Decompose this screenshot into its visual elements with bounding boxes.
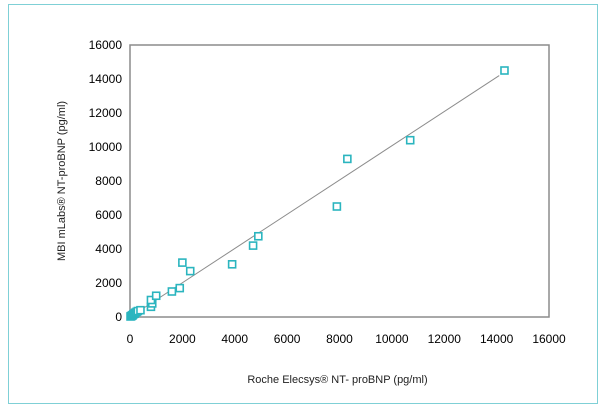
data-point-20 <box>227 260 237 269</box>
x-tick-label: 2000 <box>169 332 196 346</box>
y-axis-title: MBI mLabs® NT-proBNP (pg/ml) <box>56 101 68 261</box>
y-tick-label: 0 <box>115 310 122 324</box>
x-tick-label: 16000 <box>532 332 566 346</box>
data-point-15 <box>151 291 161 301</box>
x-axis-ticks: 0 2000 4000 6000 8000 10000 12000 14000 16000 <box>127 332 566 346</box>
data-points <box>126 66 509 321</box>
data-point-25 <box>405 135 415 145</box>
scatter-chart: 0 2000 4000 6000 8000 10000 12000 14000 16000 0 2… <box>56 38 566 386</box>
x-tick-label: 12000 <box>428 332 462 346</box>
x-axis-title: Roche Elecsys® NT- proBNP (pg/ml) <box>247 374 427 386</box>
x-tick-label: 8000 <box>326 332 353 346</box>
data-point-24 <box>343 154 352 164</box>
x-tick-label: 6000 <box>274 332 301 346</box>
data-point-21 <box>248 241 258 250</box>
y-tick-label: 2000 <box>95 276 122 290</box>
trendline <box>129 75 500 318</box>
x-tick-label: 0 <box>127 332 134 346</box>
x-tick-label: 4000 <box>221 332 248 346</box>
y-tick-label: 16000 <box>89 38 123 52</box>
y-tick-label: 6000 <box>95 208 122 222</box>
data-point-17 <box>175 283 185 293</box>
y-tick-label: 12000 <box>89 106 123 120</box>
chart-frame: 0 2000 4000 6000 8000 10000 12000 14000 16000 0 2… <box>8 4 598 404</box>
data-point-23 <box>332 202 342 211</box>
y-tick-label: 14000 <box>89 72 123 86</box>
x-tick-label: 14000 <box>480 332 514 346</box>
data-point-11 <box>136 305 145 315</box>
y-axis-ticks: 0 2000 4000 6000 8000 10000 12000 14000 16000 <box>89 38 123 324</box>
data-point-26 <box>500 66 509 75</box>
data-point-18 <box>178 258 187 267</box>
y-tick-label: 10000 <box>89 140 123 154</box>
data-point-19 <box>185 266 195 276</box>
y-tick-label: 4000 <box>95 242 122 256</box>
data-point-16 <box>167 287 177 296</box>
data-point-22 <box>254 231 263 241</box>
x-tick-label: 10000 <box>375 332 409 346</box>
y-tick-label: 8000 <box>95 174 122 188</box>
